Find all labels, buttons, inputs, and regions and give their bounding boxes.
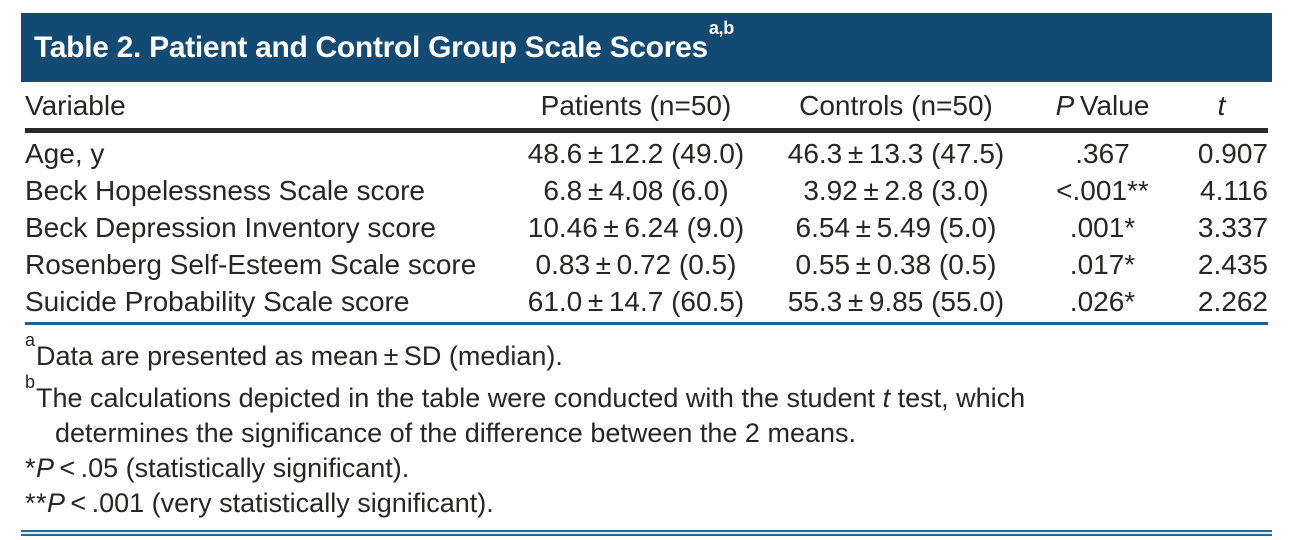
footnote-significance-05: *P < .05 (statistically significant). <box>25 451 1268 486</box>
table-row: Beck Hopelessness Scale score 6.8 ± 4.08… <box>25 172 1268 209</box>
footnote-italic-p: P <box>47 488 66 518</box>
footnote-a-superscript: a <box>25 330 36 350</box>
footnote-b-text-pre: The calculations depicted in the table w… <box>36 383 883 413</box>
page-bottom-rule <box>21 530 1272 536</box>
cell-controls: 6.54 ± 5.49 (5.0) <box>795 212 997 243</box>
footnote-b-superscript: b <box>25 372 36 392</box>
table-title-superscript: a,b <box>708 18 734 38</box>
cell-patients: 6.8 ± 4.08 (6.0) <box>543 175 729 206</box>
cell-patients: 0.83 ± 0.72 (0.5) <box>535 249 737 280</box>
footnote-b-line2: determines the significance of the diffe… <box>55 418 856 448</box>
footnote-b-italic-t: t <box>882 383 891 413</box>
p-value-rest: Value <box>1074 90 1150 121</box>
cell-variable: Suicide Probability Scale score <box>25 286 410 317</box>
t-italic: t <box>1217 90 1226 121</box>
col-header-variable: Variable <box>25 90 510 133</box>
footnote-significance-001: **P < .001 (very statistically significa… <box>25 486 1268 521</box>
cell-controls: 3.92 ± 2.8 (3.0) <box>803 175 989 206</box>
cell-variable: Age, y <box>25 138 105 169</box>
single-asterisk: * <box>25 453 37 483</box>
table-title-text: Table 2. Patient and Control Group Scale… <box>34 31 708 64</box>
footnote-sig-001-text: < .001 (very statistically significant). <box>65 488 494 518</box>
cell-controls: 46.3 ± 13.3 (47.5) <box>787 138 1005 169</box>
cell-t: 0.907 <box>1197 138 1268 169</box>
scores-table: Variable Patients (n=50) Controls (n=50)… <box>25 90 1268 320</box>
cell-p-value: .001* <box>1069 212 1136 243</box>
footnote-a: aData are presented as mean ± SD (median… <box>25 330 1268 374</box>
cell-patients: 10.46 ± 6.24 (9.0) <box>527 212 745 243</box>
cell-t: 2.262 <box>1197 286 1268 317</box>
table-header-row: Variable Patients (n=50) Controls (n=50)… <box>25 90 1268 133</box>
double-asterisk: ** <box>25 488 48 518</box>
cell-t: 4.116 <box>1200 175 1268 206</box>
table-row: Beck Depression Inventory score 10.46 ± … <box>25 209 1268 246</box>
footnote-b-text-post: test, which <box>890 383 1026 413</box>
cell-variable: Beck Hopelessness Scale score <box>25 175 425 206</box>
footnotes: aData are presented as mean ± SD (median… <box>25 330 1268 521</box>
cell-variable: Beck Depression Inventory score <box>25 212 436 243</box>
footnote-sig-05-text: < .05 (statistically significant). <box>54 453 410 483</box>
cell-t: 2.435 <box>1197 249 1268 280</box>
cell-p-value: <.001** <box>1056 175 1149 206</box>
table-row: Age, y 48.6 ± 12.2 (49.0) 46.3 ± 13.3 (4… <box>25 131 1268 173</box>
cell-variable: Rosenberg Self-Esteem Scale score <box>25 249 477 280</box>
table-row: Rosenberg Self-Esteem Scale score 0.83 ±… <box>25 246 1268 283</box>
table-row: Suicide Probability Scale score 61.0 ± 1… <box>25 283 1268 320</box>
table-title: Table 2. Patient and Control Group Scale… <box>34 18 734 65</box>
col-header-controls: Controls (n=50) <box>762 90 1030 133</box>
cell-t: 3.337 <box>1197 212 1268 243</box>
table-title-bar: Table 2. Patient and Control Group Scale… <box>21 13 1272 82</box>
footnote-b-line1: bThe calculations depicted in the table … <box>25 372 1268 416</box>
cell-p-value: .367 <box>1075 138 1130 169</box>
cell-patients: 61.0 ± 14.7 (60.5) <box>527 286 745 317</box>
table-bottom-border <box>25 322 1268 325</box>
footnote-a-text: Data are presented as mean ± SD (median)… <box>36 341 563 371</box>
cell-patients: 48.6 ± 12.2 (49.0) <box>527 138 745 169</box>
footnote-italic-p: P <box>36 453 55 483</box>
col-header-patients: Patients (n=50) <box>510 90 762 133</box>
cell-p-value: .026* <box>1069 286 1136 317</box>
cell-p-value: .017* <box>1069 249 1136 280</box>
col-header-t: t <box>1175 90 1268 133</box>
cell-controls: 0.55 ± 0.38 (0.5) <box>795 249 997 280</box>
cell-controls: 55.3 ± 9.85 (55.0) <box>787 286 1005 317</box>
p-value-italic-p: P <box>1055 90 1075 121</box>
col-header-p-value: P Value <box>1030 90 1175 133</box>
